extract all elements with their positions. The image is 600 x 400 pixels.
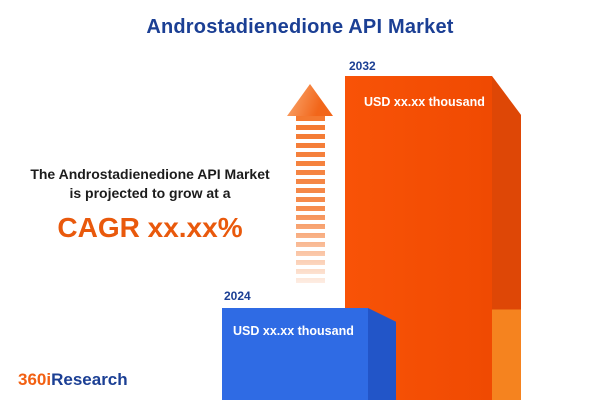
page-title: Androstadienedione API Market [146, 16, 454, 38]
bar-2024-side-face [368, 308, 396, 400]
growth-arrow-dashes-icon [296, 116, 325, 284]
bar-2024-value-label: USD xx.xx thousand [233, 324, 354, 338]
brand-logo: 360iResearch [18, 370, 128, 390]
growth-statement-line2: is projected to grow at a [69, 185, 231, 201]
growth-statement-line1: The Androstadienedione API Market [30, 166, 270, 182]
bar-2024 [222, 308, 368, 400]
bar-2024-year-label: 2024 [224, 289, 251, 303]
growth-arrow-head-icon [287, 84, 333, 116]
bar-2032-year-label: 2032 [349, 59, 376, 73]
brand-logo-360i: 360i [18, 370, 52, 389]
cagr-value: CAGR xx.xx% [57, 212, 243, 243]
bar-2032-side-face [492, 76, 521, 400]
growth-statement: The Androstadienedione API Market is pro… [8, 165, 292, 244]
brand-logo-research: Research [51, 370, 128, 389]
bar-2032-value-label: USD xx.xx thousand [364, 95, 485, 109]
